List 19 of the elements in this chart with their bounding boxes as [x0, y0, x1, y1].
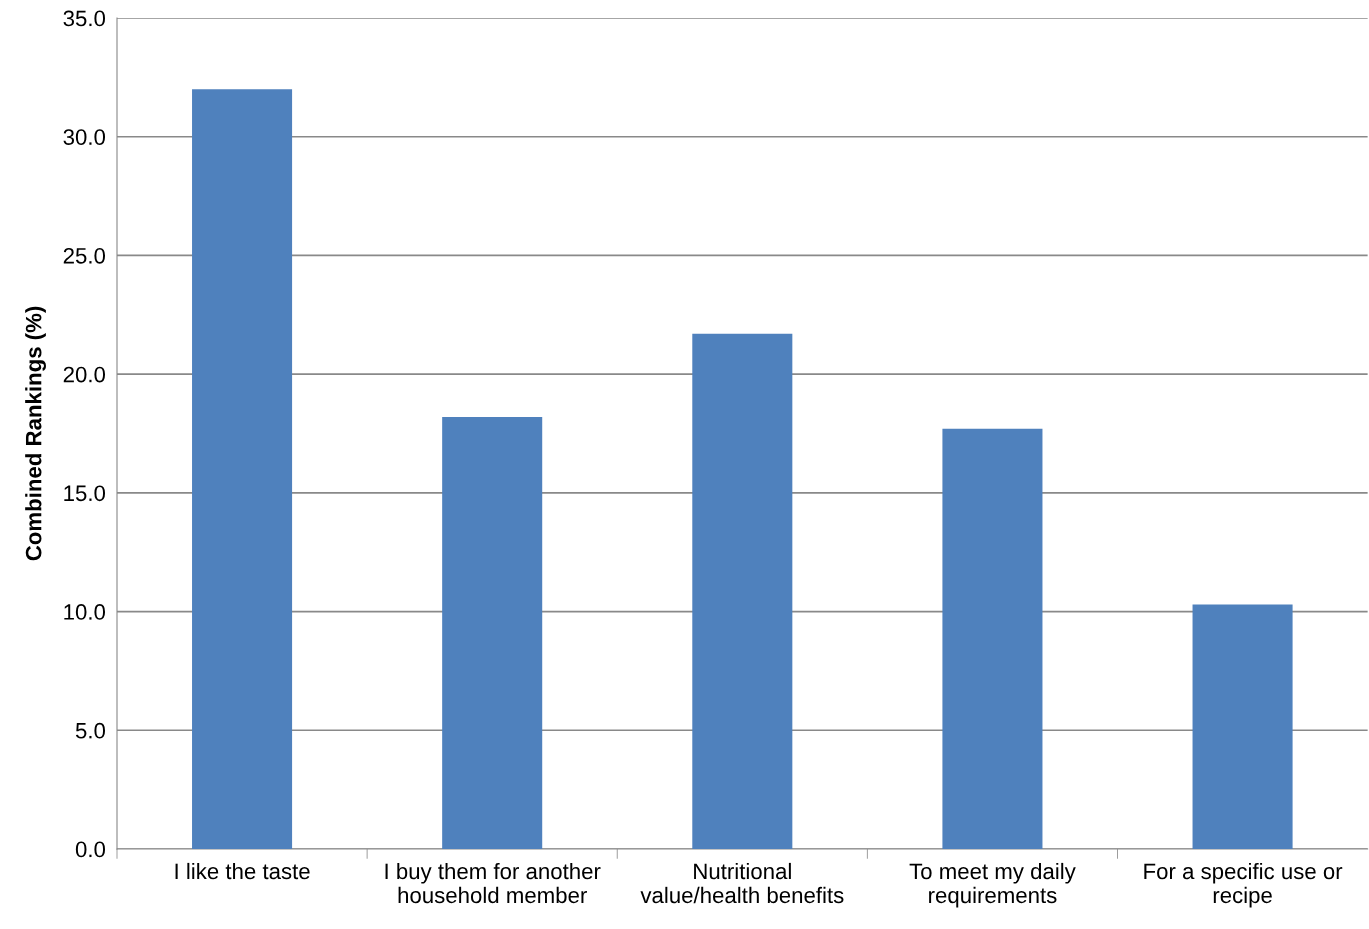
x-tick-label: For a specific use or recipe [1144, 862, 1343, 908]
y-axis-title: Combined Rankings (%) [25, 306, 46, 561]
y-tick-label: 35.0 [63, 10, 106, 27]
y-tick-label: 30.0 [63, 129, 106, 145]
bar [192, 89, 293, 849]
bar [692, 333, 793, 849]
y-tick-label: 20.0 [63, 366, 106, 383]
x-tick-label: Nutritional value/health benefits [640, 862, 844, 904]
y-tick-label: 25.0 [63, 247, 106, 264]
bar [942, 428, 1043, 849]
bar [1192, 604, 1293, 849]
y-tick-label: 5.0 [75, 722, 106, 739]
bar [442, 416, 543, 849]
x-tick-label: I like the taste [175, 862, 310, 880]
y-tick-label: 0.0 [75, 841, 106, 858]
y-tick-label: 10.0 [64, 604, 106, 620]
y-tick-label: 15.0 [64, 485, 106, 502]
x-tick-label: To meet my daily requirements [909, 862, 1076, 908]
x-tick-label: I buy them for another household member [385, 862, 601, 904]
